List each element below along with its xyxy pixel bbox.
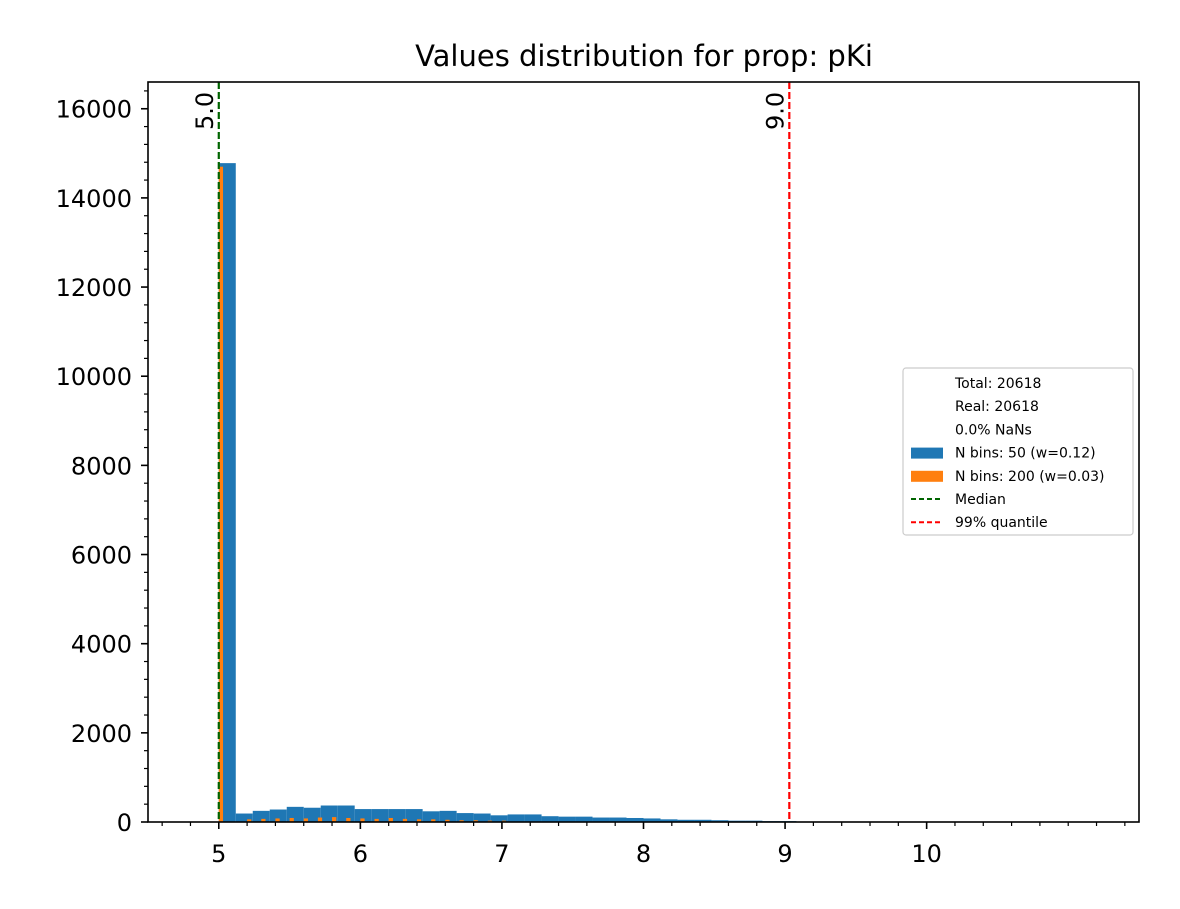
bar-50-bins: [490, 815, 508, 822]
y-tick-label: 0: [117, 809, 132, 837]
bar-200-bins: [261, 818, 266, 822]
bar-200-bins: [445, 819, 450, 822]
bar-200-bins: [218, 166, 224, 822]
y-tick-label: 6000: [71, 542, 132, 570]
legend: Total: 20618 Real: 20618 0.0% NaNs N bins: …: [902, 367, 1134, 536]
y-tick-label: 12000: [56, 274, 132, 302]
bar-200-bins: [275, 818, 280, 822]
bar-200-bins: [247, 819, 252, 822]
bar-50-bins: [439, 810, 457, 822]
bar-50-bins: [354, 809, 372, 822]
x-tick-label: 6: [353, 840, 368, 868]
bar-50-bins: [643, 818, 661, 822]
bar-50-bins: [558, 816, 576, 822]
bar-200-bins: [374, 818, 379, 822]
legend-entry-200-bins-label: N bins: 200 (w=0.03): [955, 469, 1104, 485]
median-label: 5.0: [191, 92, 219, 130]
bar-50-bins: [456, 813, 474, 822]
y-tick-label: 8000: [71, 452, 132, 480]
bar-200-bins: [289, 817, 294, 822]
y-tick-label: 4000: [71, 631, 132, 659]
bar-50-bins: [405, 809, 423, 822]
bar-50-bins: [252, 810, 270, 822]
chart-title: Values distribution for prop: pKi: [415, 39, 873, 73]
x-tick-label: 7: [494, 840, 509, 868]
legend-entry-50-bins-label: N bins: 50 (w=0.12): [955, 446, 1096, 462]
bar-200-bins: [332, 817, 337, 822]
bar-50-bins: [541, 816, 559, 822]
bar-50-bins: [507, 814, 525, 822]
bar-50-bins: [235, 813, 253, 822]
x-tick-label: 9: [777, 840, 792, 868]
bar-200-bins: [431, 819, 436, 822]
bar-50-bins: [626, 817, 644, 822]
bar-50-bins: [575, 816, 593, 822]
bar-50-bins: [286, 806, 304, 822]
reference-lines: 5.0 9.0: [191, 82, 791, 822]
legend-entry-quantile-label: 99% quantile: [955, 515, 1048, 531]
y-tick-label: 16000: [56, 96, 132, 124]
legend-entry-50-bins-swatch: [911, 447, 943, 459]
y-tick-label: 2000: [71, 720, 132, 748]
bar-50-bins: [694, 819, 712, 822]
bar-200-bins: [473, 820, 478, 822]
bar-200-bins: [360, 818, 365, 822]
legend-stat-text: 0.0% NaNs: [955, 422, 1032, 438]
x-tick-label: 10: [911, 840, 942, 868]
legend-entry-median-label: Median: [955, 492, 1006, 508]
legend-box: [902, 367, 1134, 536]
axes: 5 6 7 8 9 10 0 2000 4000 6000 8000 10000 12000 14000 1…: [56, 81, 1140, 868]
bar-200-bins: [402, 818, 408, 822]
legend-stat-text: Total: 20618: [954, 376, 1041, 392]
bar-50-bins: [269, 809, 287, 822]
x-tick-label: 8: [636, 840, 651, 868]
bar-200-bins: [346, 817, 351, 822]
bar-200-bins: [459, 820, 464, 822]
legend-stat-text: Real: 20618: [955, 399, 1039, 415]
bar-50-bins: [422, 811, 440, 822]
quantile-label: 9.0: [761, 92, 789, 130]
bar-50-bins: [592, 817, 610, 822]
bar-200-bins: [303, 818, 308, 822]
bar-50-bins: [609, 817, 627, 822]
bar-200-bins: [416, 819, 422, 822]
bar-50-bins: [371, 809, 389, 822]
bars-200-bins: [218, 166, 507, 822]
bar-50-bins: [711, 820, 729, 822]
bar-200-bins: [388, 817, 393, 822]
x-tick-label: 5: [211, 840, 226, 868]
bar-50-bins: [660, 819, 678, 822]
bar-50-bins: [677, 819, 695, 822]
bar-200-bins: [317, 817, 323, 822]
bar-50-bins: [337, 805, 355, 822]
y-tick-label: 10000: [56, 363, 132, 391]
bar-50-bins: [473, 813, 491, 822]
bar-50-bins: [524, 814, 542, 822]
y-tick-label: 14000: [56, 185, 132, 213]
legend-entry-200-bins-swatch: [911, 470, 943, 482]
